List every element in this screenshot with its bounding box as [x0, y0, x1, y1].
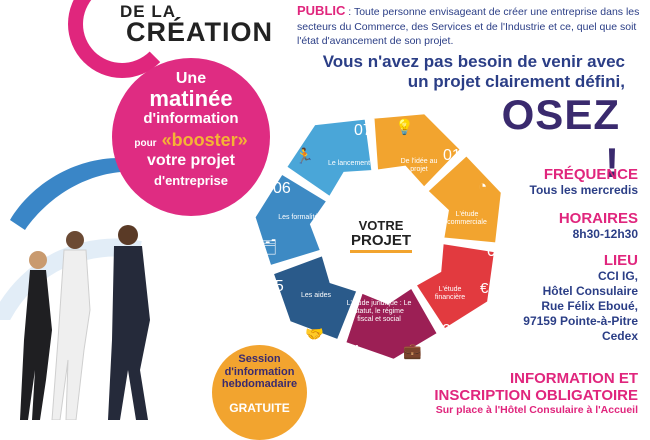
logo-line2: CRÉATION — [126, 17, 273, 47]
wheel-center — [323, 175, 439, 291]
bubble-matinee: matinée — [149, 86, 233, 111]
segment-07-number: 07 — [354, 122, 372, 139]
session-text: Session d'information hebdomadaire — [221, 353, 298, 391]
wheel-segment-02 — [424, 152, 504, 246]
bubble-votre: votre projet — [146, 152, 235, 169]
wheel-segment-03 — [412, 240, 498, 333]
lieu-line: 97159 Pointe-à-Pitre — [523, 314, 638, 328]
segment-04-label: L'étude juridique : Le statut, le régime… — [346, 300, 412, 324]
segment-01-number: 01 — [443, 147, 461, 164]
bubble-entreprise: d'entreprise — [154, 173, 228, 188]
euro-icon: € — [480, 280, 489, 297]
frequence-block: FRÉQUENCE Tous les mercredis — [530, 166, 639, 198]
segment-01-label: De l'idée au projet — [400, 158, 438, 174]
bubble-une: Une — [175, 70, 207, 87]
lieu-line: Rue Félix Eboué, — [541, 299, 638, 313]
horaires-value: 8h30-12h30 — [572, 227, 638, 241]
segment-03-label: L'étude financière — [434, 286, 466, 302]
inscription-title1: INFORMATION ET — [509, 370, 638, 387]
segment-04-number: 04 — [342, 343, 360, 360]
horaires-title: HORAIRES — [558, 210, 638, 227]
handshake-icon: 🤝 — [305, 326, 324, 343]
wheel-segment-01 — [371, 111, 464, 191]
wheel-segment-07 — [283, 116, 375, 200]
pie-chart-icon: ◔ — [478, 178, 488, 195]
frequence-title: FRÉQUENCE — [543, 166, 638, 183]
segment-06-label: Les formalités — [278, 214, 322, 221]
segment-02-number: 02 — [487, 243, 505, 260]
osez-heading: OSEZ ! — [501, 91, 620, 186]
lieu-line: Hôtel Consulaire — [542, 284, 638, 298]
segment-06-number: 06 — [273, 180, 291, 197]
wheel-segment-05 — [270, 252, 361, 343]
wheel-center-votre: VOTRE — [358, 218, 404, 233]
logo-line1: DE LA — [120, 2, 176, 21]
segment-03-number: 03 — [442, 322, 460, 339]
public-text: : Toute personne envisageant de créer un… — [297, 6, 640, 47]
project-wheel — [252, 111, 504, 363]
promo-bubble: Une matinée d'information pour «booster»… — [112, 58, 270, 216]
lieu-line: Cedex — [601, 329, 638, 343]
public-paragraph: PUBLIC : Toute personne envisageant de c… — [297, 2, 642, 48]
segment-05-label: Les aides — [301, 292, 331, 299]
inscription-title2: INSCRIPTION OBLIGATOIRE — [434, 387, 638, 404]
wheel-center-underline — [350, 250, 412, 253]
runner-icon: 🏃 — [295, 148, 314, 165]
session-bubble: Session d'information hebdomadaire GRATU… — [212, 345, 307, 440]
segment-02-label: L'étude commerciale — [447, 211, 487, 227]
wheel-center-projet: PROJET — [350, 232, 411, 249]
headline: Vous n'avez pas besoin de venir avec un … — [285, 52, 625, 91]
bubble-booster: pour «booster» — [134, 130, 248, 150]
horaires-block: HORAIRES 8h30-12h30 — [559, 210, 638, 242]
public-label: PUBLIC — [297, 3, 346, 18]
documents-icon: 🗂 — [258, 239, 278, 256]
bubble-information: d'information — [143, 110, 239, 127]
headline-line1: Vous n'avez pas besoin de venir avec — [322, 52, 625, 71]
wheel-segment-04 — [342, 284, 441, 363]
lieu-block: LIEU CCI IG, Hôtel Consulaire Rue Félix … — [523, 252, 638, 344]
lieu-title: LIEU — [603, 252, 638, 269]
frequence-value: Tous les mercredis — [529, 183, 639, 197]
inscription-block: INFORMATION ET INSCRIPTION OBLIGATOIRE S… — [434, 370, 638, 417]
session-gratuite: GRATUITE — [229, 401, 290, 415]
lieu-line: CCI IG, — [597, 269, 638, 283]
business-people-photo — [20, 225, 150, 420]
lightbulb-icon: 💡 — [395, 119, 414, 136]
wheel-segment-06 — [252, 170, 331, 269]
segment-05-number: 05 — [266, 278, 284, 295]
headline-line2: un projet clairement défini, — [407, 71, 625, 91]
inscription-text: Sur place à l'Hôtel Consulaire à l'Accue… — [435, 404, 638, 416]
segment-07-label: Le lancement — [327, 160, 371, 167]
briefcase-icon: 💼 — [403, 343, 422, 360]
